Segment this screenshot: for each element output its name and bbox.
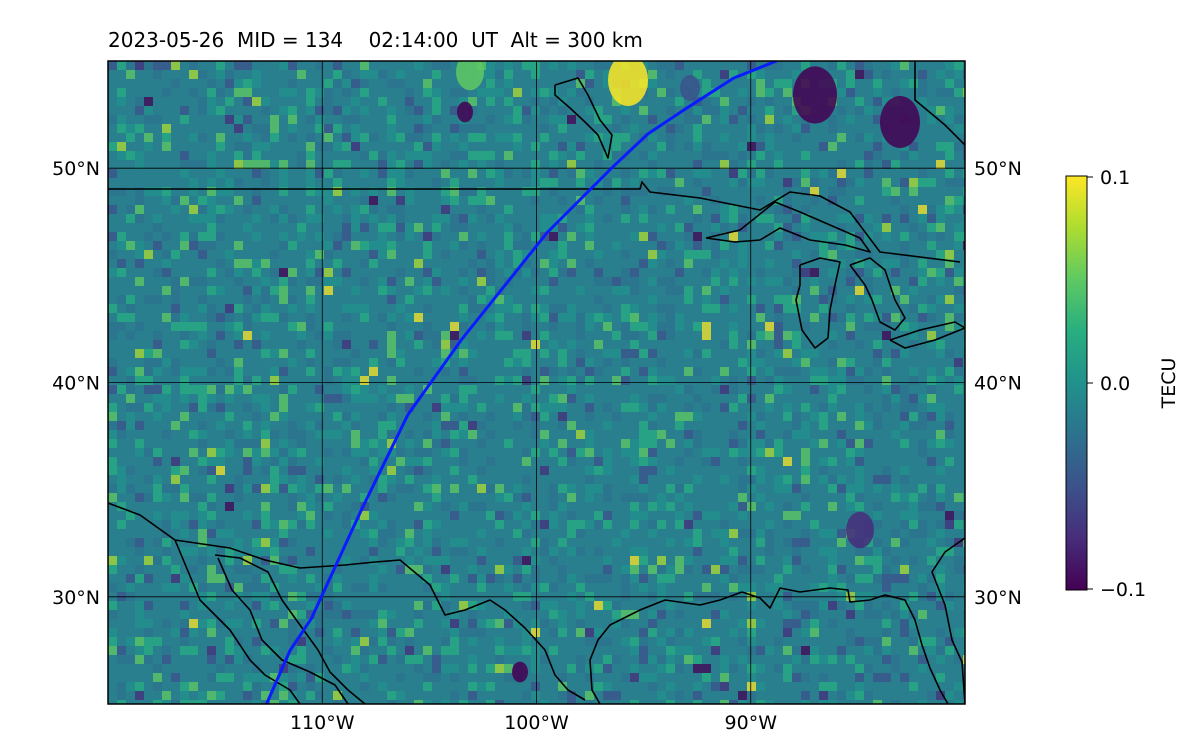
- gulf-coast: [741, 587, 949, 704]
- lon-label: 90°W: [725, 712, 778, 734]
- lon-labels: 110°W 100°W 90°W: [290, 712, 777, 734]
- lon-label: 100°W: [504, 712, 569, 734]
- lat-label-right: 40°N: [974, 373, 1022, 395]
- lat-labels-left: 30°N 40°N 50°N: [52, 158, 100, 609]
- mexico-west-coast: [214, 554, 366, 704]
- lake-superior: [705, 201, 871, 253]
- lon-label: 110°W: [290, 712, 355, 734]
- lat-labels-right: 30°N 40°N 50°N: [974, 158, 1022, 609]
- map-frame: [107, 60, 966, 705]
- coastlines: [108, 61, 965, 704]
- lake-michigan: [795, 257, 841, 349]
- lat-label-right: 30°N: [974, 587, 1022, 609]
- gulf-of-california: [217, 557, 349, 704]
- tec-map-texture: [108, 61, 965, 704]
- lake-erie-ontario: [889, 321, 965, 349]
- us-mexico-border: [108, 502, 586, 701]
- us-canada-border: [108, 181, 961, 263]
- northeast-coast: [914, 61, 965, 146]
- lat-label-left: 40°N: [52, 373, 100, 395]
- lat-label-right: 50°N: [974, 158, 1022, 180]
- satellite-track: [265, 61, 778, 704]
- tec-map-plot-area: [108, 61, 965, 704]
- colorbar-tick-min: −0.1: [1100, 579, 1146, 601]
- colorbar-label: TECU: [1158, 358, 1180, 410]
- colorbar: 0.1 0.0 −0.1 TECU: [1065, 167, 1180, 601]
- lake-huron: [849, 257, 906, 331]
- lat-label-left: 50°N: [52, 158, 100, 180]
- colorbar-gradient: [1065, 175, 1088, 591]
- colorbar-tick-zero: 0.0: [1100, 373, 1130, 395]
- texas-coast: [589, 591, 743, 704]
- lake-hudson-bay-edge: [554, 77, 613, 159]
- atlantic-coast: [931, 537, 965, 704]
- map-title: 2023-05-26 MID = 134 02:14:00 UT Alt = 3…: [108, 28, 643, 52]
- baja-california: [174, 539, 301, 704]
- colorbar-tick-max: 0.1: [1100, 167, 1130, 189]
- lat-label-left: 30°N: [52, 587, 100, 609]
